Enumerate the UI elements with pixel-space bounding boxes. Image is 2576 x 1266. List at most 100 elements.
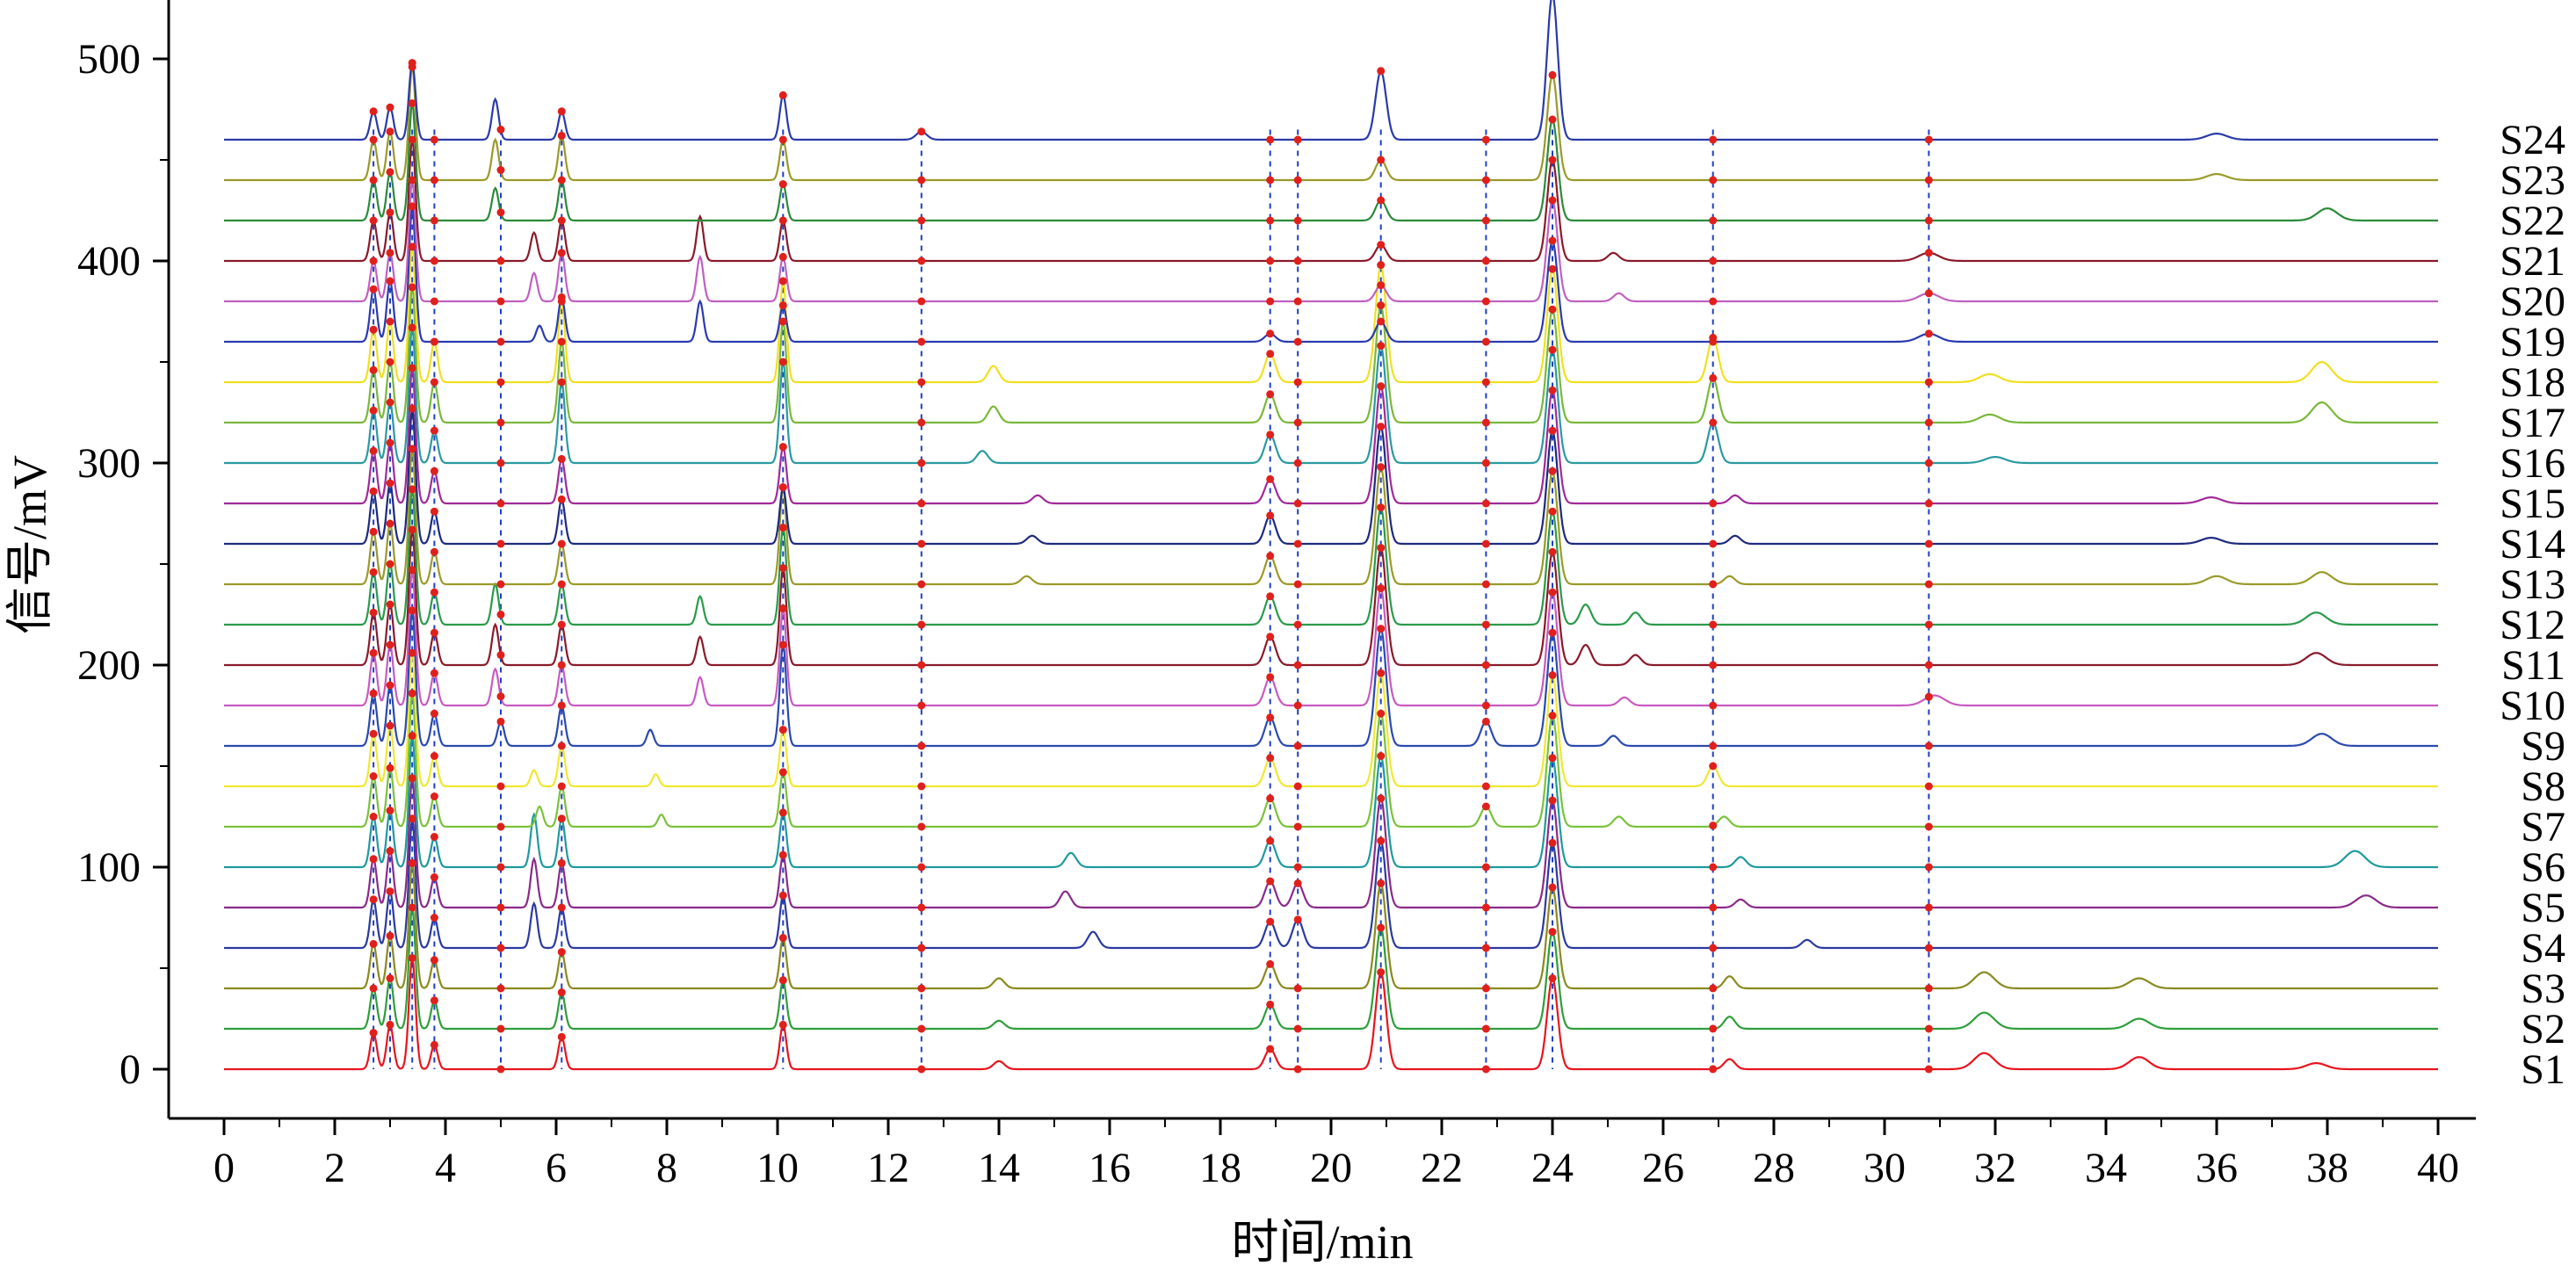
x-tick-label: 10 — [756, 1145, 799, 1191]
peak-marker — [1293, 418, 1302, 427]
peak-marker — [369, 135, 378, 144]
peak-marker — [917, 822, 926, 831]
peak-marker — [1924, 539, 1933, 548]
y-tick-label: 0 — [119, 1046, 141, 1093]
peak-marker — [917, 297, 926, 306]
peak-marker — [1481, 1065, 1490, 1074]
series-line-s18 — [224, 246, 2438, 384]
peak-marker — [778, 180, 787, 189]
peak-marker — [430, 216, 438, 225]
series-line-s19 — [224, 206, 2438, 344]
peak-marker — [1293, 216, 1302, 225]
series-line-s21 — [224, 139, 2438, 263]
sample-label-s22: S22 — [2500, 198, 2565, 244]
peak-marker — [1924, 903, 1933, 912]
peak-marker — [1293, 257, 1302, 265]
peak-marker — [1266, 754, 1275, 763]
peak-marker — [1709, 821, 1718, 830]
peak-marker — [386, 127, 394, 136]
peak-marker — [1709, 257, 1718, 265]
sample-label-s24: S24 — [2500, 117, 2565, 163]
peak-marker — [1266, 917, 1275, 926]
peak-marker — [408, 732, 416, 740]
peak-marker — [1266, 350, 1275, 358]
peak-marker — [496, 499, 505, 508]
series-line-s8 — [224, 653, 2438, 788]
peak-marker — [1481, 257, 1490, 265]
peak-marker — [917, 863, 926, 872]
peak-marker — [1548, 345, 1557, 354]
series-line-s16 — [224, 327, 2438, 465]
peak-marker — [1377, 423, 1386, 431]
peak-marker — [1709, 580, 1718, 589]
peak-marker — [778, 216, 787, 225]
peak-marker — [1377, 382, 1386, 391]
peak-marker — [778, 358, 787, 366]
y-tick-label: 500 — [77, 36, 141, 83]
peak-marker — [1709, 903, 1718, 912]
peak-marker — [1377, 752, 1386, 760]
peak-marker — [1481, 337, 1490, 346]
peak-marker — [1709, 620, 1718, 629]
peak-marker — [557, 580, 566, 589]
sample-label-s11: S11 — [2501, 642, 2565, 689]
peak-marker — [496, 984, 505, 993]
series-line-s6 — [224, 735, 2438, 869]
peak-marker — [496, 378, 505, 387]
peak-marker — [1266, 511, 1275, 520]
x-tick-label: 2 — [324, 1145, 345, 1191]
peak-marker — [1293, 822, 1302, 831]
peak-marker — [1924, 249, 1933, 257]
peak-marker — [386, 887, 394, 896]
peak-marker — [1548, 671, 1557, 679]
peak-marker — [1709, 176, 1718, 184]
peak-marker — [369, 608, 378, 617]
axes: 0 2 4 6 8 10 12 14 16 18 20 22 24 26 28 30 32 34 36 38 40 01… — [77, 0, 2476, 1191]
peak-marker — [1924, 580, 1933, 589]
peak-marker — [1266, 959, 1275, 968]
x-tick-label: 18 — [1199, 1145, 1241, 1191]
peak-marker — [1293, 337, 1302, 346]
peak-marker — [369, 729, 378, 738]
peak-marker — [1709, 418, 1718, 427]
peak-marker — [1293, 1065, 1302, 1074]
y-tick-label: 100 — [77, 844, 141, 891]
x-tick-label: 8 — [656, 1145, 677, 1191]
peak-marker — [430, 176, 438, 184]
peak-marker — [1293, 782, 1302, 791]
peak-marker — [917, 580, 926, 589]
peak-marker — [430, 996, 438, 1005]
peak-marker — [1266, 430, 1275, 439]
series-line-s4 — [224, 818, 2438, 950]
peak-marker — [1377, 317, 1386, 326]
peak-marker — [778, 317, 787, 326]
peak-marker — [386, 168, 394, 177]
peak-marker — [1481, 135, 1490, 144]
peak-marker — [1548, 467, 1557, 475]
peak-marker — [1293, 539, 1302, 548]
peak-marker — [1266, 633, 1275, 641]
peak-marker — [778, 443, 787, 452]
peak-marker — [778, 252, 787, 261]
series-layer — [224, 0, 2438, 1071]
x-tick-label: 20 — [1310, 1145, 1352, 1191]
peak-marker — [557, 814, 566, 823]
peak-marker — [1266, 474, 1275, 483]
peak-marker — [496, 782, 505, 791]
peak-marker — [1266, 329, 1275, 338]
peak-marker — [917, 1024, 926, 1033]
peak-marker — [1377, 261, 1386, 270]
peak-marker — [557, 988, 566, 997]
peak-marker — [1709, 373, 1718, 382]
peak-marker — [496, 822, 505, 831]
peak-marker — [778, 135, 787, 144]
peak-marker — [430, 709, 438, 718]
peak-marker — [1293, 915, 1302, 924]
peak-marker — [386, 519, 394, 528]
peak-marker — [1548, 196, 1557, 205]
peak-marker — [369, 257, 378, 265]
peak-marker — [369, 325, 378, 334]
sample-label-s3: S3 — [2521, 966, 2565, 1012]
peak-marker — [1548, 928, 1557, 937]
peak-marker — [408, 202, 416, 211]
